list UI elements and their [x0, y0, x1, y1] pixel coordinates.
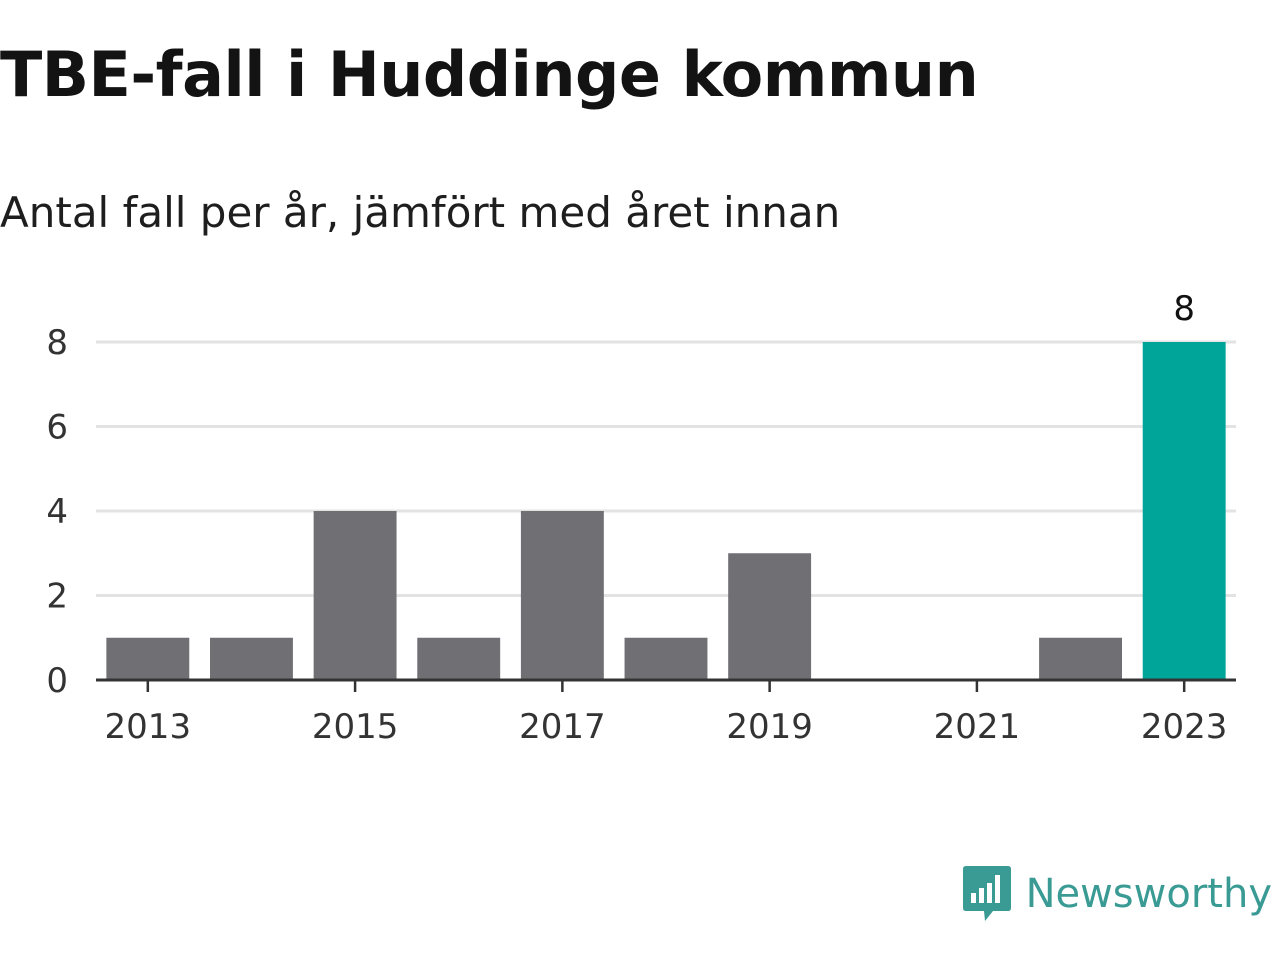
chart-subtitle: Antal fall per år, jämfört med året inna…: [0, 188, 841, 237]
bars: [106, 342, 1226, 680]
y-tick-label: 8: [46, 323, 68, 363]
brand-name: Newsworthy: [1025, 871, 1272, 917]
bar-2022: [1039, 637, 1122, 680]
bar-2016: [417, 637, 501, 680]
gridlines: [96, 340, 1236, 597]
x-tick-label: 2019: [726, 707, 813, 747]
y-tick-label: 0: [46, 661, 68, 701]
bar-2017: [520, 511, 604, 680]
chart-title: TBE-fall i Huddinge kommun: [0, 38, 979, 111]
bar-2023: [1142, 342, 1226, 680]
labels: 0 2 4 6 8 2013 2015 2017 2019 2021 2023 8: [46, 289, 1227, 747]
x-tick-label: 2017: [519, 707, 606, 747]
bar-2018: [624, 637, 708, 680]
x-tick-label: 2021: [934, 707, 1021, 747]
y-tick-label: 2: [46, 577, 68, 617]
bar-2015: [313, 511, 397, 680]
bar-2014: [210, 637, 293, 680]
x-tick-label: 2023: [1141, 707, 1228, 747]
data-label-2023: 8: [1173, 289, 1195, 329]
bar-2013: [106, 637, 190, 680]
axes: [96, 678, 1236, 692]
x-tick-label: 2013: [105, 707, 192, 747]
bar-chart-speech-bubble-icon: [962, 866, 1011, 921]
bar-2019: [728, 553, 812, 680]
y-tick-label: 6: [46, 408, 68, 448]
newsworthy-brand: Newsworthy: [962, 864, 1272, 924]
x-tick-label: 2015: [312, 707, 399, 747]
y-tick-label: 4: [46, 492, 68, 532]
